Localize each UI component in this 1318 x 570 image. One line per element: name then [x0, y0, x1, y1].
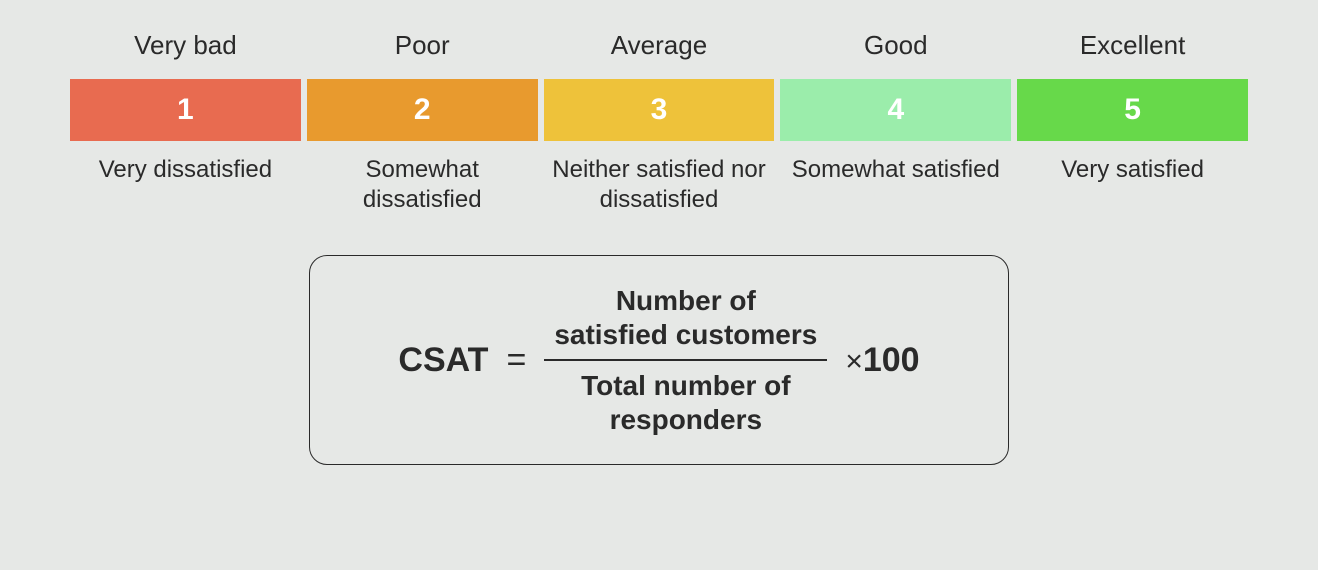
multiply-symbol: ×	[841, 345, 863, 378]
rating-scale: Very bad 1 Very dissatisfied Poor 2 Somewhat …	[70, 30, 1248, 215]
formula-denominator: Total number of responders	[571, 367, 800, 438]
csat-formula-box: CSAT = Number of satisfied customers Tot…	[309, 255, 1009, 465]
scale-bottom-label: Very satisfied	[1061, 155, 1204, 185]
formula-divider	[544, 359, 827, 361]
formula-left: CSAT	[398, 341, 488, 380]
formula-equals: =	[502, 341, 530, 380]
multiplier-value: 100	[863, 341, 920, 379]
scale-top-label: Average	[611, 30, 707, 61]
scale-top-label: Excellent	[1080, 30, 1186, 61]
scale-block-2: 2	[307, 79, 538, 141]
scale-col-2: Poor 2 Somewhat dissatisfied	[307, 30, 538, 215]
formula-numerator: Number of satisfied customers	[544, 282, 827, 353]
scale-top-label: Poor	[395, 30, 450, 61]
scale-bottom-label: Somewhat dissatisfied	[307, 155, 538, 215]
scale-block-4: 4	[780, 79, 1011, 141]
scale-col-4: Good 4 Somewhat satisfied	[780, 30, 1011, 215]
scale-bottom-label: Somewhat satisfied	[792, 155, 1000, 185]
scale-block-1: 1	[70, 79, 301, 141]
scale-block-3: 3	[544, 79, 775, 141]
scale-col-5: Excellent 5 Very satisfied	[1017, 30, 1248, 215]
scale-col-1: Very bad 1 Very dissatisfied	[70, 30, 301, 215]
scale-col-3: Average 3 Neither satisfied nor dissatisfi…	[544, 30, 775, 215]
scale-bottom-label: Neither satisfied nor dissatisfied	[544, 155, 775, 215]
formula-multiply: ×100	[841, 341, 919, 380]
scale-top-label: Very bad	[134, 30, 237, 61]
scale-bottom-label: Very dissatisfied	[99, 155, 272, 185]
formula-fraction: Number of satisfied customers Total numb…	[544, 282, 827, 438]
scale-block-5: 5	[1017, 79, 1248, 141]
scale-top-label: Good	[864, 30, 928, 61]
